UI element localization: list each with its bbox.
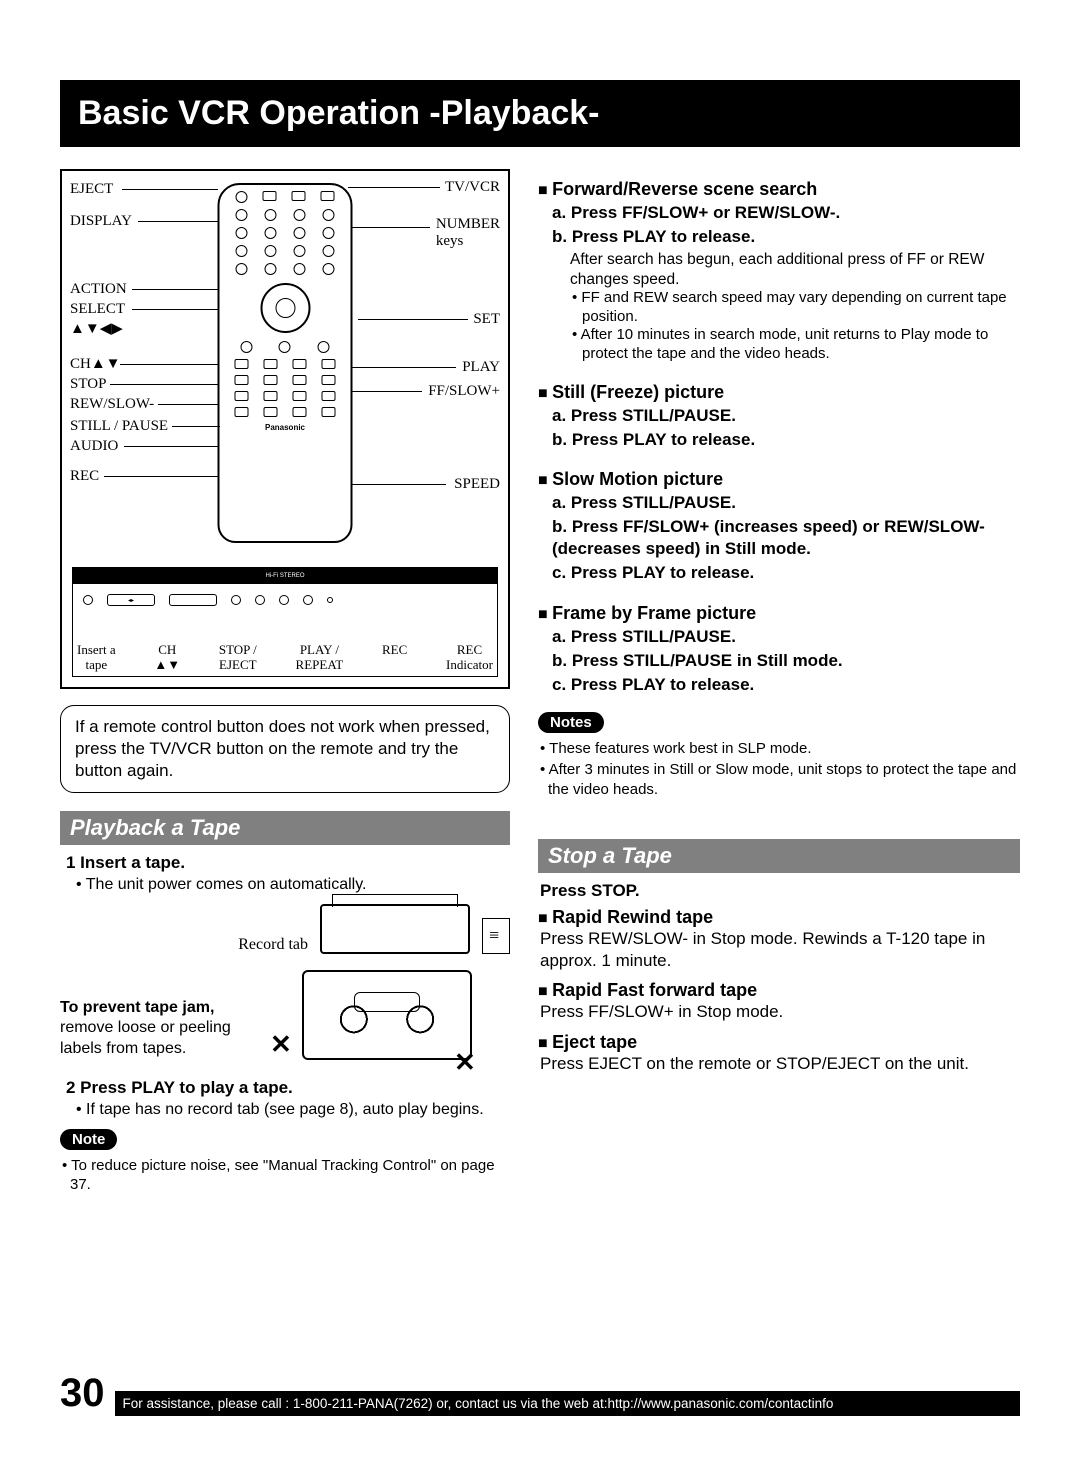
page-number: 30 (60, 1371, 105, 1416)
note-text: To reduce picture noise, see "Manual Tra… (70, 1156, 510, 1195)
remote-note-box: If a remote control button does not work… (60, 705, 510, 793)
rapid-rew-text: Press REW/SLOW- in Stop mode. Rewinds a … (540, 928, 1020, 972)
step-1: 1 Insert a tape. (66, 853, 510, 873)
remote-brand: Panasonic (220, 423, 351, 432)
rapid-ff-text: Press FF/SLOW+ in Stop mode. (540, 1001, 1020, 1023)
fr-step-a: a. Press FF/SLOW+ or REW/SLOW-. (552, 202, 1020, 224)
still-a: a. Press STILL/PAUSE. (552, 405, 1020, 427)
frame-head: Frame by Frame picture (538, 603, 1020, 624)
still-head: Still (Freeze) picture (538, 382, 1020, 403)
tape-illustration (302, 970, 472, 1060)
fr-desc: After search has begun, each additional … (570, 250, 1020, 289)
slow-a: a. Press STILL/PAUSE. (552, 492, 1020, 514)
callout-eject: EJECT (70, 181, 113, 198)
callout-select: SELECT (70, 301, 125, 318)
press-stop: Press STOP. (540, 881, 1020, 901)
footer-bar: For assistance, please call : 1-800-211-… (115, 1391, 1021, 1416)
page-footer: 30 For assistance, please call : 1-800-2… (60, 1371, 1020, 1416)
step-2-bullet: If tape has no record tab (see page 8), … (88, 1100, 510, 1121)
vcr-front-panel: Hi-Fi STEREO ◂▸ Insert a tape CH ▲▼ STOP… (72, 567, 498, 677)
callout-display: DISPLAY (70, 213, 132, 230)
notes-n1: These features work best in SLP mode. (548, 739, 1020, 759)
vcr-label-ch: CH ▲▼ (154, 643, 180, 672)
step-2: 2 Press PLAY to play a tape. (66, 1078, 510, 1098)
callout-set: SET (473, 311, 500, 328)
frame-b: b. Press STILL/PAUSE in Still mode. (552, 650, 1020, 672)
frame-c: c. Press PLAY to release. (552, 674, 1020, 696)
eject-text: Press EJECT on the remote or STOP/EJECT … (540, 1053, 1020, 1075)
page-title: Basic VCR Operation -Playback- (60, 80, 1020, 147)
prevent-jam-text: To prevent tape jam, remove loose or pee… (60, 998, 260, 1060)
still-b: b. Press PLAY to release. (552, 429, 1020, 451)
forward-reverse-head: Forward/Reverse scene search (538, 179, 1020, 200)
callout-rewslow: REW/SLOW- (70, 396, 154, 413)
notes-n2: After 3 minutes in Still or Slow mode, u… (548, 760, 1020, 799)
prevent-jam-rest: remove loose or peeling labels from tape… (60, 1019, 231, 1057)
callout-rec: REC (70, 468, 99, 485)
playback-header: Playback a Tape (60, 811, 510, 845)
slow-head: Slow Motion picture (538, 469, 1020, 490)
prevent-jam-bold: To prevent tape jam, (60, 999, 214, 1016)
x-mark-2: ✕ (454, 1047, 476, 1078)
fr-b1: FF and REW search speed may vary dependi… (582, 289, 1020, 327)
vcr-top-strip: Hi-Fi STEREO (73, 568, 497, 584)
remote-body: Panasonic (218, 183, 353, 543)
callout-arrows: ▲▼◀▶ (70, 319, 123, 338)
vcr-label-stopeject: STOP / EJECT (219, 643, 257, 672)
callout-play: PLAY (462, 359, 500, 376)
x-mark-1: ✕ (270, 1029, 292, 1060)
cassette-icon (482, 918, 510, 954)
vcr-label-rec: REC (382, 643, 407, 672)
remote-diagram: Panasonic EJECT DISPLAY ACTION SELECT ▲▼… (60, 169, 510, 689)
callout-action: ACTION (70, 281, 127, 298)
callout-ffslow: FF/SLOW+ (428, 383, 500, 400)
eject-head: Eject tape (538, 1032, 1020, 1053)
rapid-ff-head: Rapid Fast forward tape (538, 980, 1020, 1001)
vcr-label-recind: REC Indicator (446, 643, 493, 672)
rapid-rew-head: Rapid Rewind tape (538, 907, 1020, 928)
stop-header: Stop a Tape (538, 839, 1020, 873)
callout-tvvcr: TV/VCR (445, 179, 500, 196)
vcr-label-playrepeat: PLAY / REPEAT (296, 643, 344, 672)
note-pill: Note (60, 1129, 117, 1150)
left-column: Panasonic EJECT DISPLAY ACTION SELECT ▲▼… (60, 169, 510, 1195)
frame-a: a. Press STILL/PAUSE. (552, 626, 1020, 648)
callout-audio: AUDIO (70, 438, 118, 455)
callout-stillpause: STILL / PAUSE (70, 418, 168, 435)
vcr-unit-illustration (320, 904, 470, 954)
fr-b2: After 10 minutes in search mode, unit re… (582, 326, 1020, 364)
slow-c: c. Press PLAY to release. (552, 562, 1020, 584)
record-tab-label: Record tab (238, 936, 308, 954)
callout-stop: STOP (70, 376, 106, 393)
callout-speed: SPEED (454, 476, 500, 493)
vcr-label-insert: Insert a tape (77, 643, 116, 672)
callout-number: NUMBER keys (436, 216, 500, 250)
notes-pill: Notes (538, 712, 604, 733)
step-1-bullet: The unit power comes on automatically. (88, 875, 510, 896)
slow-b: b. Press FF/SLOW+ (increases speed) or R… (552, 516, 1020, 560)
right-column: Forward/Reverse scene search a. Press FF… (538, 169, 1020, 1195)
callout-ch: CH▲▼ (70, 356, 121, 373)
content-area: Panasonic EJECT DISPLAY ACTION SELECT ▲▼… (60, 169, 1020, 1195)
fr-step-b: b. Press PLAY to release. (552, 226, 1020, 248)
